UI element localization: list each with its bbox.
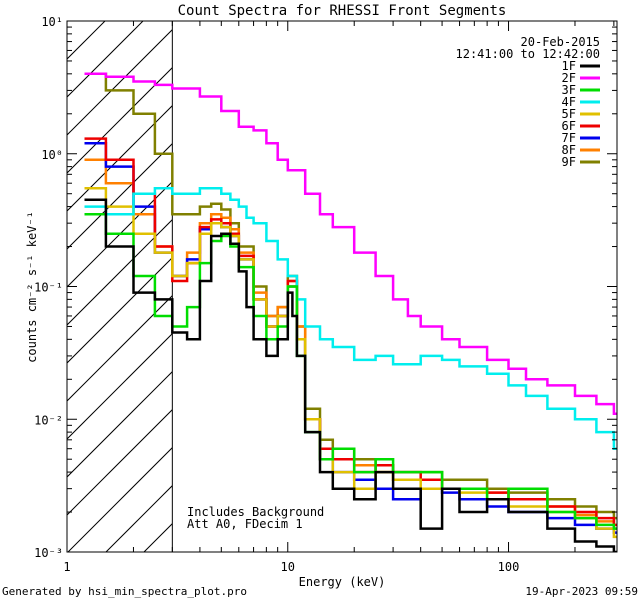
- x-axis-label: Energy (keV): [299, 575, 386, 589]
- legend-label-5F: 5F: [562, 107, 576, 121]
- hatch-line: [67, 66, 173, 174]
- legend-label-9F: 9F: [562, 155, 576, 169]
- y-tick-label: 10⁻¹: [34, 281, 63, 295]
- observation-time-range: 12:41:00 to 12:42:00: [456, 47, 601, 61]
- y-tick-label: 10⁻³: [34, 546, 63, 560]
- annotation-attenuator: Att A0, FDecim 1: [187, 517, 303, 531]
- y-tick-label: 10⁰: [41, 148, 63, 162]
- legend-label-7F: 7F: [562, 131, 576, 145]
- chart-title: Count Spectra for RHESSI Front Segments: [178, 3, 507, 19]
- footer-timestamp: 19-Apr-2023 09:59: [525, 585, 638, 598]
- x-tick-label: 1: [63, 560, 70, 574]
- legend-label-4F: 4F: [562, 95, 576, 109]
- legend-label-1F: 1F: [562, 59, 576, 73]
- legend-label-8F: 8F: [562, 143, 576, 157]
- annotation-background: Includes Background: [187, 505, 324, 519]
- y-tick-label: 10⁻²: [34, 413, 63, 427]
- legend-label-2F: 2F: [562, 71, 576, 85]
- series-2F: [84, 72, 617, 416]
- axis-ticks: 1 10 100 10¹ 10⁰ 10⁻¹ 10⁻² 10⁻³: [34, 15, 617, 574]
- hatch-line: [67, 446, 173, 552]
- hatch-line: [67, 370, 173, 478]
- hatch-line: [67, 104, 173, 212]
- legend-label-3F: 3F: [562, 83, 576, 97]
- x-tick-label: 10: [281, 560, 295, 574]
- x-tick-label: 100: [498, 560, 520, 574]
- series-1F: [84, 198, 617, 552]
- hatch-line: [67, 218, 173, 326]
- y-tick-label: 10¹: [41, 15, 63, 29]
- series-4F: [84, 186, 617, 450]
- observation-date: 20-Feb-2015: [521, 35, 600, 49]
- hatch-line: [67, 408, 173, 516]
- footer-generated-by: Generated by hsi_min_spectra_plot.pro: [2, 585, 247, 598]
- y-axis-label: counts cm⁻² s⁻¹ keV⁻¹: [25, 211, 39, 363]
- hatch-line: [67, 28, 173, 136]
- legend-label-6F: 6F: [562, 119, 576, 133]
- hatch-line: [67, 256, 173, 364]
- series-group: [84, 72, 617, 552]
